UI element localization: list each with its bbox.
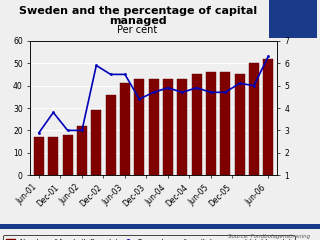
Bar <box>134 79 144 175</box>
Bar <box>120 83 130 175</box>
Bar <box>235 74 244 175</box>
Bar <box>48 137 58 175</box>
Legend: Number of funds (left scale), Percentage of capital managed (right scale): Number of funds (left scale), Percentage… <box>3 235 295 240</box>
Bar <box>249 63 259 175</box>
Text: Sweden and the percentage of capital: Sweden and the percentage of capital <box>19 6 257 16</box>
Text: managed: managed <box>109 16 166 26</box>
Bar <box>220 72 230 175</box>
Bar <box>263 59 273 175</box>
Bar <box>63 135 73 175</box>
Bar <box>34 137 44 175</box>
Bar <box>106 95 116 175</box>
Text: Per cent: Per cent <box>117 25 158 35</box>
Bar <box>77 126 87 175</box>
Bar <box>177 79 187 175</box>
Bar <box>91 110 101 175</box>
Bar <box>148 79 159 175</box>
Bar <box>163 79 173 175</box>
Bar <box>206 72 216 175</box>
Bar <box>192 74 202 175</box>
Text: Source: Fondbolagensörening: Source: Fondbolagensörening <box>228 234 310 239</box>
